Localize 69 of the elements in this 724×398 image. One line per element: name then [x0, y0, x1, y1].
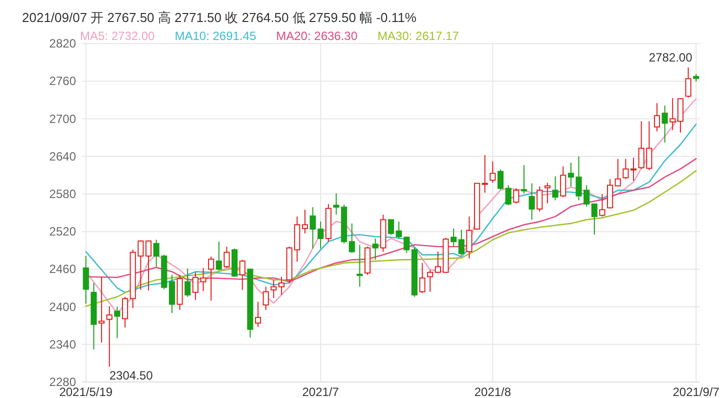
- candlestick: [208, 256, 214, 302]
- candlestick: [419, 262, 426, 294]
- y-tick-label: 2820: [49, 36, 76, 51]
- candlestick: [270, 279, 277, 299]
- text: MA20: 2636.30: [276, 29, 358, 43]
- candlestick: [490, 160, 496, 184]
- y-tick-label: 2340: [49, 337, 76, 352]
- candlestick: [591, 202, 598, 236]
- candlestick: [614, 158, 621, 187]
- candlestick: [278, 276, 285, 296]
- candlestick: [450, 228, 457, 248]
- text: MA30: 2617.17: [378, 29, 460, 43]
- y-tick-label: 2760: [49, 74, 76, 88]
- candlestick: [427, 269, 434, 292]
- candlestick: [216, 241, 222, 271]
- candlestick: [599, 194, 606, 218]
- candlestick: [560, 166, 566, 198]
- candlestick: [224, 246, 230, 268]
- candlestick: [145, 240, 152, 292]
- x-tick-label: 2021/7: [302, 385, 340, 398]
- candlestick: [356, 244, 363, 288]
- candlestick: [482, 154, 488, 194]
- candlestick: [98, 276, 105, 344]
- y-tick-label: 2580: [49, 187, 76, 201]
- candlestick: [106, 306, 112, 368]
- annotation: 2782.00: [648, 50, 693, 64]
- candlestick: [552, 176, 558, 201]
- y-tick-label: 2700: [49, 112, 76, 126]
- line-series: [85, 124, 697, 294]
- candlestick: [168, 274, 176, 314]
- candlestick: [262, 286, 269, 310]
- text: MA5: 2732.00: [80, 29, 156, 43]
- candlestick: [662, 105, 668, 144]
- candlestick: [520, 164, 528, 194]
- candlestick: [630, 157, 637, 182]
- candlestick: [677, 98, 684, 134]
- candlestick: [528, 182, 535, 220]
- candlestick: [458, 229, 464, 256]
- x-tick-label: 2021/9/7: [672, 385, 720, 398]
- candlestick: [122, 296, 128, 328]
- candlestick: [82, 256, 89, 304]
- candlestick: [184, 268, 191, 298]
- candlestick: [685, 66, 692, 98]
- candlestick: [670, 98, 676, 131]
- candlestick: [497, 169, 504, 190]
- candlestick: [466, 216, 472, 260]
- chart-title: 2021/09/07 开 2767.50 高 2771.50 收 2764.50 低 2759.50 幅 -0.11%: [22, 10, 417, 25]
- candlestick: [622, 158, 629, 180]
- x-tick-label: 2021/8: [474, 385, 512, 398]
- candlestick: [606, 178, 614, 209]
- annotation: 2304.50: [109, 368, 154, 383]
- candlestick: [536, 186, 543, 212]
- y-tick-label: 2520: [49, 224, 76, 239]
- candlestick: [654, 102, 660, 132]
- candlestick: [114, 306, 120, 339]
- candlestick: [302, 209, 308, 234]
- line-series: [85, 170, 697, 307]
- y-tick-label: 2460: [49, 262, 76, 276]
- candlestick: [239, 259, 246, 290]
- candlestick: [544, 182, 550, 204]
- y-tick-label: 2640: [49, 149, 76, 164]
- candlestick: [505, 184, 512, 206]
- candlestick: [513, 188, 520, 204]
- candlestick: [254, 301, 262, 328]
- candlestick: [348, 222, 355, 254]
- candlestick: [372, 238, 378, 260]
- candlestick: [388, 219, 394, 236]
- text: MA10: 2691.45: [174, 29, 256, 43]
- y-tick-label: 2400: [49, 300, 76, 314]
